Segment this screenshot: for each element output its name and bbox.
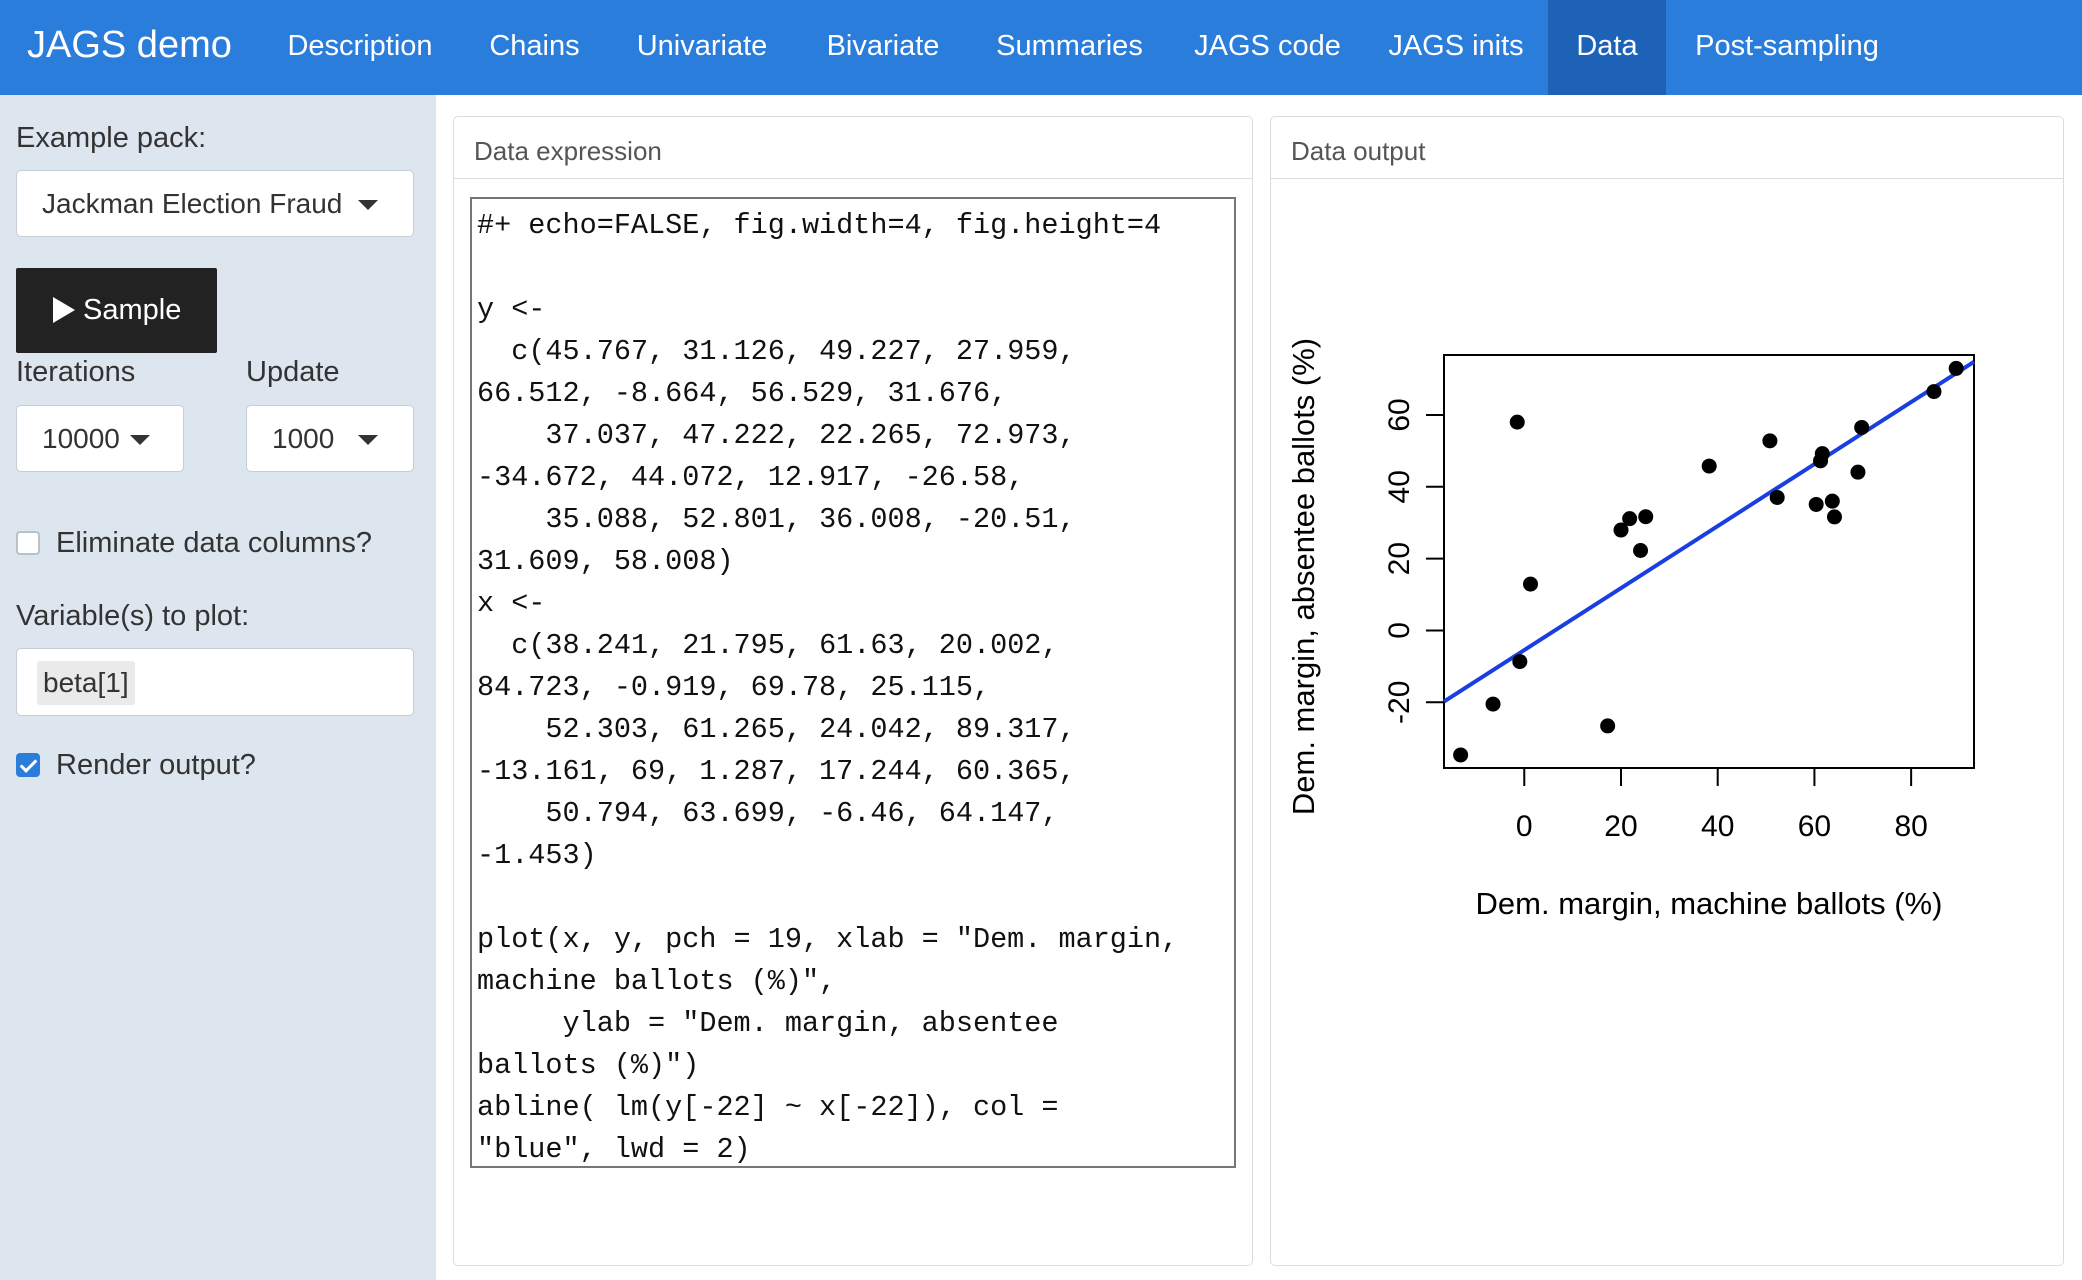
tab-post-sampling[interactable]: Post-sampling bbox=[1695, 30, 1879, 62]
data-point bbox=[1453, 747, 1469, 763]
tab-univariate[interactable]: Univariate bbox=[636, 30, 768, 62]
variables-input[interactable]: beta[1] bbox=[16, 648, 414, 716]
navbar: JAGS demo Description Chains Univariate … bbox=[0, 0, 2082, 95]
y-axis-title: Dem. margin, absentee ballots (%) bbox=[1286, 338, 1321, 815]
data-point bbox=[1769, 489, 1785, 505]
render-output-label: Render output? bbox=[56, 749, 256, 781]
data-point bbox=[1850, 464, 1866, 480]
update-value: 1000 bbox=[272, 423, 335, 454]
play-icon bbox=[53, 297, 75, 323]
update-select[interactable]: 1000 bbox=[246, 405, 414, 472]
data-point bbox=[1813, 453, 1829, 469]
eliminate-columns-checkbox[interactable] bbox=[16, 531, 40, 555]
chevron-down-icon bbox=[358, 200, 378, 210]
y-tick-label: 40 bbox=[1383, 470, 1416, 503]
data-point bbox=[1633, 542, 1649, 558]
data-expression-header: Data expression bbox=[454, 117, 1252, 179]
data-point bbox=[1948, 360, 1964, 376]
y-tick-label: 20 bbox=[1383, 542, 1416, 575]
x-axis-title: Dem. margin, machine ballots (%) bbox=[1476, 886, 1943, 921]
y-tick-label: 60 bbox=[1383, 398, 1416, 431]
data-point bbox=[1926, 384, 1942, 400]
data-point bbox=[1622, 511, 1638, 527]
x-tick-label: 40 bbox=[1701, 810, 1734, 843]
data-output-header: Data output bbox=[1271, 117, 2063, 179]
tab-jags-code[interactable]: JAGS code bbox=[1194, 30, 1341, 62]
x-tick-label: 0 bbox=[1516, 810, 1533, 843]
tab-summaries[interactable]: Summaries bbox=[996, 30, 1143, 62]
x-tick-label: 60 bbox=[1798, 810, 1831, 843]
data-point bbox=[1522, 576, 1538, 592]
chevron-down-icon bbox=[130, 435, 150, 445]
update-label: Update bbox=[246, 356, 340, 388]
y-tick-label: 0 bbox=[1383, 622, 1416, 639]
variable-chip[interactable]: beta[1] bbox=[37, 661, 135, 705]
data-expression-editor[interactable]: #+ echo=FALSE, fig.width=4, fig.height=4… bbox=[470, 197, 1236, 1168]
data-point bbox=[1600, 718, 1616, 734]
data-output-title: Data output bbox=[1291, 136, 1426, 166]
plot-frame bbox=[1443, 354, 1975, 769]
code-text: #+ echo=FALSE, fig.width=4, fig.height=4… bbox=[477, 209, 1179, 1166]
example-pack-value: Jackman Election Fraud bbox=[42, 188, 343, 219]
sidebar: Example pack: Jackman Election Fraud Sam… bbox=[0, 95, 436, 1280]
x-tick-label: 80 bbox=[1894, 810, 1927, 843]
data-point bbox=[1638, 509, 1654, 525]
data-point bbox=[1854, 419, 1870, 435]
sample-button[interactable]: Sample bbox=[16, 268, 217, 353]
y-tick-label: -20 bbox=[1383, 681, 1416, 724]
example-pack-select[interactable]: Jackman Election Fraud bbox=[16, 170, 414, 237]
data-point bbox=[1808, 496, 1824, 512]
tab-bivariate[interactable]: Bivariate bbox=[826, 30, 940, 62]
iterations-select[interactable]: 10000 bbox=[16, 405, 184, 472]
tab-data[interactable]: Data bbox=[1548, 0, 1666, 95]
data-point bbox=[1826, 509, 1842, 525]
tab-jags-inits[interactable]: JAGS inits bbox=[1388, 30, 1524, 62]
data-point bbox=[1509, 414, 1525, 430]
data-point bbox=[1824, 493, 1840, 509]
iterations-value: 10000 bbox=[42, 423, 120, 454]
data-point bbox=[1701, 458, 1717, 474]
data-expression-title: Data expression bbox=[474, 136, 662, 166]
tab-chains[interactable]: Chains bbox=[489, 30, 580, 62]
data-output-panel: Data output bbox=[1270, 116, 2064, 1266]
iterations-label: Iterations bbox=[16, 356, 136, 388]
example-pack-label: Example pack: bbox=[16, 122, 207, 154]
tab-description[interactable]: Description bbox=[287, 30, 433, 62]
x-tick-label: 20 bbox=[1604, 810, 1637, 843]
eliminate-columns-label: Eliminate data columns? bbox=[56, 527, 372, 559]
data-point bbox=[1762, 433, 1778, 449]
data-point bbox=[1613, 522, 1629, 538]
chevron-down-icon bbox=[358, 435, 378, 445]
render-output-checkbox[interactable] bbox=[16, 753, 40, 777]
data-point bbox=[1485, 696, 1501, 712]
app-brand[interactable]: JAGS demo bbox=[27, 24, 232, 66]
sample-button-label: Sample bbox=[83, 294, 182, 326]
data-point bbox=[1512, 654, 1528, 670]
regression-line bbox=[1442, 360, 1976, 704]
variables-label: Variable(s) to plot: bbox=[16, 600, 250, 632]
scatter-plot: 0 20 40 60 80 -20 0 20 40 60 Dem. margin, machine … bbox=[1286, 338, 1976, 921]
